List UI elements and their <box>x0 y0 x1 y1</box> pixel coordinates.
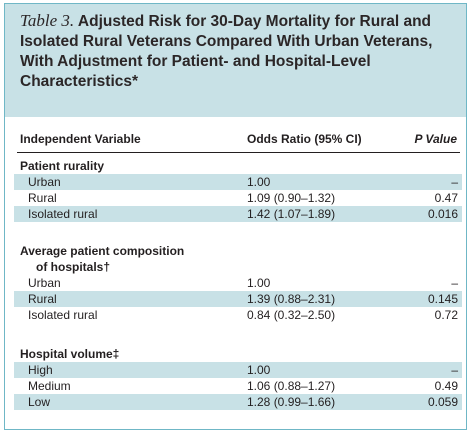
section-hospital-composition: Average patient composition of hospitals… <box>5 243 466 323</box>
row-odds-ratio: 0.84 (0.32–2.50) <box>247 308 336 322</box>
row-odds-ratio: 1.09 (0.90–1.32) <box>247 191 336 205</box>
col-header-odds-ratio: Odds Ratio (95% CI) <box>247 132 362 146</box>
col-header-p-value: P Value <box>414 132 457 146</box>
row-odds-ratio: 1.00 <box>247 175 271 189</box>
row-p-value: 0.72 <box>434 308 458 322</box>
section-hospital-volume: Hospital volume‡ High 1.00 – Medium 1.06… <box>5 346 466 410</box>
row-label: Rural <box>28 191 57 205</box>
col-header-variable: Independent Variable <box>20 132 141 146</box>
table-row: Urban 1.00 – <box>14 275 462 291</box>
row-odds-ratio: 1.39 (0.88–2.31) <box>247 292 336 306</box>
table-row: Isolated rural 1.42 (1.07–1.89) 0.016 <box>14 206 462 222</box>
column-header-row: Independent Variable Odds Ratio (95% CI)… <box>5 132 466 152</box>
row-label: Urban <box>28 175 61 189</box>
row-odds-ratio: 1.00 <box>247 276 271 290</box>
row-label: Low <box>28 395 51 409</box>
section-title-line-1: Average patient composition <box>20 244 185 258</box>
row-p-value: – <box>451 276 458 290</box>
row-odds-ratio: 1.42 (1.07–1.89) <box>247 207 336 221</box>
row-p-value: 0.47 <box>434 191 458 205</box>
header-rule <box>17 152 460 153</box>
row-odds-ratio: 1.00 <box>247 363 271 377</box>
table-number: Table 3. <box>20 11 75 30</box>
title-line-2: Isolated Rural Veterans Compared With Ur… <box>20 33 433 50</box>
row-p-value: – <box>451 175 458 189</box>
row-p-value: – <box>451 363 458 377</box>
row-p-value: 0.059 <box>427 395 458 409</box>
table-row: Isolated rural 0.84 (0.32–2.50) 0.72 <box>14 307 462 323</box>
row-label: Rural <box>28 292 57 306</box>
row-label: Isolated rural <box>28 207 98 221</box>
table-row: Rural 1.39 (0.88–2.31) 0.145 <box>14 291 462 307</box>
title-line-4: Characteristics* <box>20 73 139 90</box>
row-label: Urban <box>28 276 61 290</box>
table-row: Rural 1.09 (0.90–1.32) 0.47 <box>14 190 462 206</box>
section-title: Patient rurality <box>20 159 105 173</box>
table-title: Table 3. Adjusted Risk for 30-Day Mortal… <box>5 4 466 117</box>
table-row: Urban 1.00 – <box>14 174 462 190</box>
title-line-3: With Adjustment for Patient- and Hospita… <box>20 53 371 70</box>
table-row: Medium 1.06 (0.88–1.27) 0.49 <box>14 378 462 394</box>
row-label: Medium <box>28 379 71 393</box>
section-patient-rurality: Patient rurality Urban 1.00 – Rural 1.09… <box>5 158 466 222</box>
section-title: Hospital volume‡ <box>20 347 120 361</box>
title-line-1: Adjusted Risk for 30-Day Mortality for R… <box>77 13 432 30</box>
row-p-value: 0.145 <box>427 292 458 306</box>
row-label: Isolated rural <box>28 308 98 322</box>
row-odds-ratio: 1.28 (0.99–1.66) <box>247 395 336 409</box>
table-row: High 1.00 – <box>14 362 462 378</box>
row-p-value: 0.016 <box>427 207 458 221</box>
table-frame: Table 3. Adjusted Risk for 30-Day Mortal… <box>4 3 467 430</box>
row-odds-ratio: 1.06 (0.88–1.27) <box>247 379 336 393</box>
row-p-value: 0.49 <box>434 379 458 393</box>
row-label: High <box>28 363 53 377</box>
section-title-line-2: of hospitals† <box>36 260 111 274</box>
section-title: Average patient composition of hospitals… <box>5 243 466 275</box>
table-row: Low 1.28 (0.99–1.66) 0.059 <box>14 394 462 410</box>
